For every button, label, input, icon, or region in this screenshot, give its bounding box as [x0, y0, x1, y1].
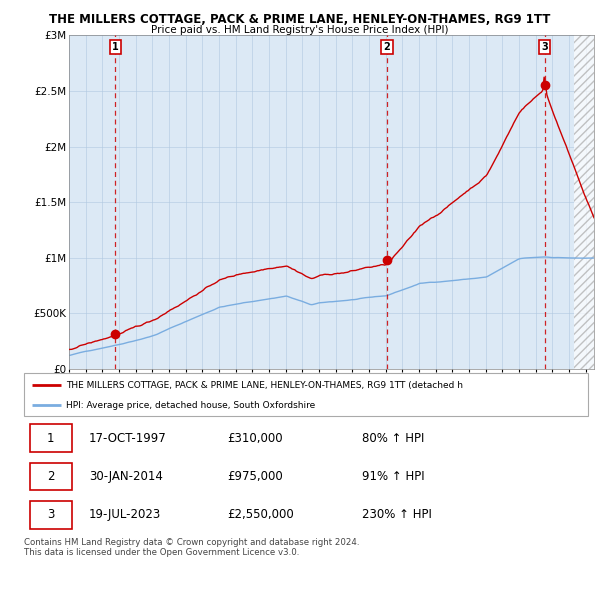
Text: THE MILLERS COTTAGE, PACK & PRIME LANE, HENLEY-ON-THAMES, RG9 1TT (detached h: THE MILLERS COTTAGE, PACK & PRIME LANE, …: [66, 381, 463, 390]
Text: 19-JUL-2023: 19-JUL-2023: [89, 508, 161, 522]
Text: Contains HM Land Registry data © Crown copyright and database right 2024.
This d: Contains HM Land Registry data © Crown c…: [24, 538, 359, 558]
Text: 80% ↑ HPI: 80% ↑ HPI: [362, 431, 425, 445]
Text: Price paid vs. HM Land Registry's House Price Index (HPI): Price paid vs. HM Land Registry's House …: [151, 25, 449, 35]
Text: 2: 2: [47, 470, 55, 483]
Text: 30-JAN-2014: 30-JAN-2014: [89, 470, 163, 483]
FancyBboxPatch shape: [29, 501, 72, 529]
Text: £310,000: £310,000: [227, 431, 283, 445]
Text: THE MILLERS COTTAGE, PACK & PRIME LANE, HENLEY-ON-THAMES, RG9 1TT: THE MILLERS COTTAGE, PACK & PRIME LANE, …: [49, 13, 551, 26]
Text: £2,550,000: £2,550,000: [227, 508, 294, 522]
Text: HPI: Average price, detached house, South Oxfordshire: HPI: Average price, detached house, Sout…: [66, 401, 316, 410]
Text: 1: 1: [47, 431, 55, 445]
Text: 1: 1: [112, 42, 119, 52]
FancyBboxPatch shape: [24, 373, 588, 416]
FancyBboxPatch shape: [29, 424, 72, 452]
Text: 230% ↑ HPI: 230% ↑ HPI: [362, 508, 432, 522]
Text: £975,000: £975,000: [227, 470, 283, 483]
Text: 2: 2: [383, 42, 391, 52]
Text: 17-OCT-1997: 17-OCT-1997: [89, 431, 167, 445]
Text: 3: 3: [47, 508, 55, 522]
Text: 3: 3: [541, 42, 548, 52]
FancyBboxPatch shape: [29, 463, 72, 490]
Text: 91% ↑ HPI: 91% ↑ HPI: [362, 470, 425, 483]
